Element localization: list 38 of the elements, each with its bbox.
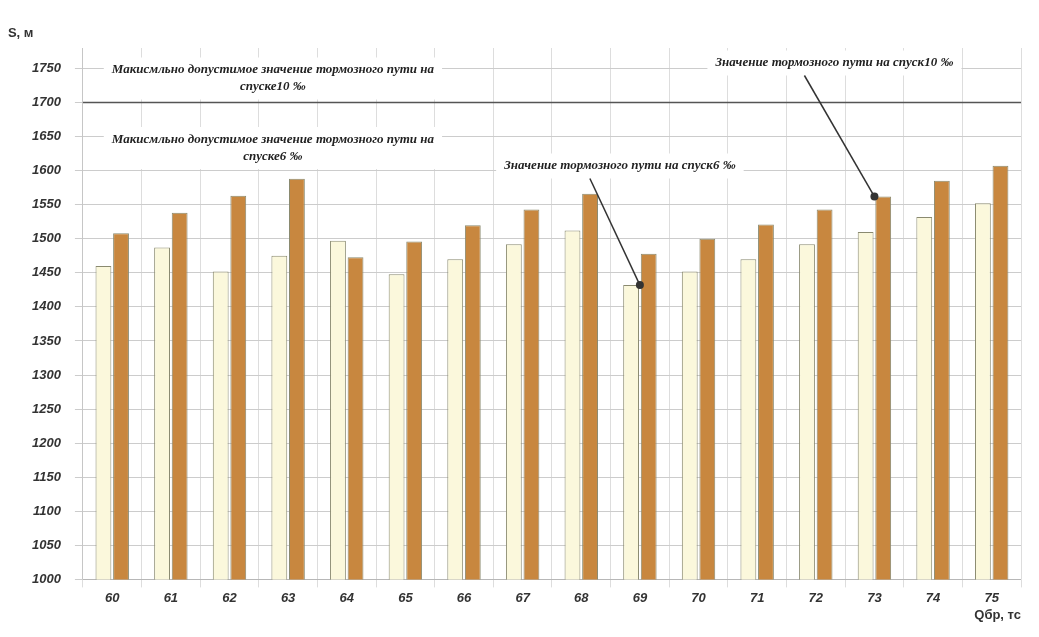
annotation: Значение тормозного пути на спуск10 ‰ xyxy=(714,54,954,70)
x-tick-label: 68 xyxy=(574,589,590,605)
y-tick-label: 1450 xyxy=(32,264,62,280)
y-tick-label: 1200 xyxy=(32,434,62,450)
x-tick-label: 60 xyxy=(105,589,121,605)
y-tick-label: 1650 xyxy=(32,128,62,144)
y-tick-label: 1700 xyxy=(32,94,62,110)
x-tick-label: 64 xyxy=(339,589,355,605)
x-axis-title: Qбр, тс xyxy=(974,607,1021,623)
x-tick-label: 69 xyxy=(632,589,648,605)
y-tick-label: 1050 xyxy=(32,536,62,552)
x-tick-label: 65 xyxy=(398,589,414,605)
x-tick-label: 62 xyxy=(222,589,238,605)
x-tick-label: 70 xyxy=(691,589,707,605)
y-tick-label: 1600 xyxy=(32,162,62,178)
ref-line-label: Макисмльно допустимое значение тормозного пути на спуске10 ‰ xyxy=(110,61,435,94)
x-tick-label: 66 xyxy=(456,589,473,605)
y-tick-label: 1500 xyxy=(32,230,62,246)
x-tick-label: 73 xyxy=(867,589,883,605)
y-axis-title: S, м xyxy=(7,25,34,41)
y-tick-label: 1000 xyxy=(32,570,62,586)
y-tick-label: 1100 xyxy=(32,502,62,518)
y-tick-label: 1150 xyxy=(32,468,62,484)
y-tick-label: 1550 xyxy=(32,196,62,212)
y-tick-label: 1400 xyxy=(32,298,62,314)
x-tick-label: 71 xyxy=(749,589,765,605)
annotation: Макисмльно допустимое значение тормозного пути на спуске6 ‰ xyxy=(110,130,435,163)
x-tick-label: 67 xyxy=(515,589,531,605)
x-tick-label: 63 xyxy=(280,589,297,605)
x-tick-label: 72 xyxy=(808,589,824,605)
y-tick-label: 1300 xyxy=(32,366,62,382)
y-tick-label: 1750 xyxy=(32,60,62,76)
x-tick-label: 61 xyxy=(163,589,179,605)
y-tick-label: 1350 xyxy=(32,332,62,348)
y-tick-label: 1250 xyxy=(32,400,62,416)
annotation: Значение тормозного пути на спуск6 ‰ xyxy=(503,157,736,173)
x-tick-label: 75 xyxy=(984,589,1000,605)
x-tick-label: 74 xyxy=(925,589,942,605)
